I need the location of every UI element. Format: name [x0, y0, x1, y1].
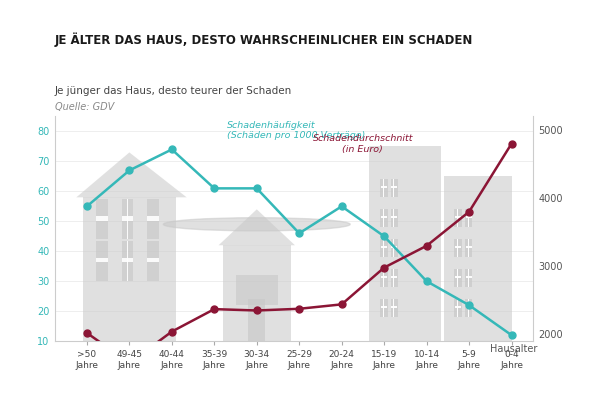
Bar — [380, 209, 387, 227]
Bar — [393, 239, 395, 257]
Polygon shape — [76, 152, 187, 197]
Bar — [381, 186, 387, 188]
Bar — [454, 209, 462, 227]
Bar — [122, 241, 133, 281]
Text: JE ÄLTER DAS HAUS, DESTO WAHRSCHEINLICHER EIN SCHADEN: JE ÄLTER DAS HAUS, DESTO WAHRSCHEINLICHE… — [55, 33, 473, 47]
Bar — [223, 245, 291, 341]
Bar — [383, 269, 384, 287]
Bar — [380, 179, 387, 197]
Bar — [465, 299, 473, 317]
Bar — [381, 276, 387, 278]
Bar — [147, 216, 159, 220]
Text: Hausalter: Hausalter — [490, 344, 537, 354]
Bar — [82, 197, 176, 341]
Text: Schadendurchschnitt
(in Euro): Schadendurchschnitt (in Euro) — [313, 134, 413, 154]
Bar — [465, 306, 471, 308]
Bar — [457, 269, 458, 287]
Bar — [390, 299, 398, 317]
Bar — [457, 299, 458, 317]
Bar — [236, 275, 257, 305]
Bar — [465, 269, 473, 287]
Bar — [122, 199, 133, 239]
Bar — [380, 239, 387, 257]
Bar — [96, 199, 108, 239]
Bar — [393, 179, 395, 197]
Bar — [454, 299, 462, 317]
Bar — [390, 269, 398, 287]
Bar — [381, 306, 387, 308]
Text: Schadenhäufigkeit
(Schäden pro 1000 Verträge): Schadenhäufigkeit (Schäden pro 1000 Vert… — [227, 121, 365, 141]
Bar — [383, 179, 384, 197]
Bar — [465, 239, 473, 257]
Bar — [383, 299, 384, 317]
Bar — [457, 209, 458, 227]
Bar — [248, 299, 265, 341]
Bar — [127, 241, 128, 281]
Bar — [390, 209, 398, 227]
Text: Quelle: GDV: Quelle: GDV — [55, 102, 114, 112]
Bar — [455, 276, 461, 278]
Bar — [383, 239, 384, 257]
Bar — [257, 275, 278, 305]
Bar — [455, 246, 461, 248]
Bar — [454, 239, 462, 257]
Bar — [122, 258, 133, 262]
Bar — [465, 216, 471, 218]
Bar — [391, 276, 398, 278]
Bar — [147, 241, 159, 281]
Bar — [369, 146, 441, 341]
Bar — [393, 299, 395, 317]
Bar — [391, 306, 398, 308]
Bar — [393, 269, 395, 287]
Bar — [127, 199, 128, 239]
Bar — [380, 269, 387, 287]
Bar — [96, 258, 108, 262]
Bar — [147, 258, 159, 262]
Bar — [390, 239, 398, 257]
Bar — [96, 241, 108, 281]
Polygon shape — [219, 209, 295, 245]
Bar — [455, 306, 461, 308]
Bar — [393, 209, 395, 227]
Bar — [147, 199, 159, 239]
Bar — [454, 269, 462, 287]
Bar — [381, 246, 387, 248]
Bar — [465, 209, 473, 227]
Bar — [444, 176, 511, 341]
Bar — [391, 186, 398, 188]
Bar — [391, 216, 398, 218]
Text: Je jünger das Haus, desto teurer der Schaden: Je jünger das Haus, desto teurer der Sch… — [55, 86, 292, 96]
Circle shape — [164, 218, 350, 231]
Bar — [390, 179, 398, 197]
Bar — [465, 276, 471, 278]
Bar — [457, 239, 458, 257]
Bar — [96, 216, 108, 220]
Bar — [122, 216, 133, 220]
Bar — [391, 246, 398, 248]
Bar — [465, 246, 471, 248]
Bar — [455, 216, 461, 218]
Bar — [381, 216, 387, 218]
Bar — [383, 209, 384, 227]
Bar — [380, 299, 387, 317]
